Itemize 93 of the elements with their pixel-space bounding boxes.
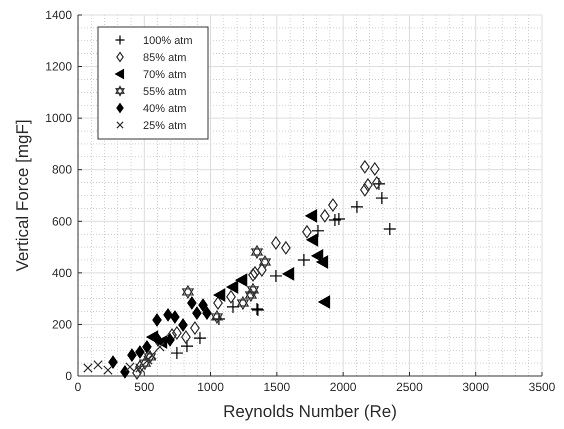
point	[271, 236, 281, 250]
legend-label: 85% atm	[143, 52, 186, 64]
point	[282, 267, 294, 280]
point	[180, 339, 194, 353]
y-axis-title: Vertical Force [mgF]	[13, 119, 32, 272]
y-tick-label: 1000	[45, 111, 72, 126]
point	[248, 268, 258, 282]
x-tick-label: 500	[134, 380, 155, 394]
point	[163, 308, 173, 322]
y-tick-label: 200	[52, 317, 72, 332]
y-tick-label: 1200	[45, 60, 72, 74]
point	[332, 212, 346, 226]
point	[350, 200, 364, 214]
point	[181, 330, 191, 344]
point	[83, 363, 93, 373]
point	[153, 333, 163, 346]
point	[320, 209, 330, 222]
point	[306, 233, 318, 246]
point	[193, 331, 207, 345]
x-axis-title: Reynolds Number (Re)	[223, 402, 397, 421]
point	[297, 253, 310, 267]
point	[328, 198, 338, 212]
point	[165, 333, 175, 346]
x-tick-label: 2500	[396, 380, 424, 394]
point	[375, 191, 388, 205]
point	[139, 356, 151, 370]
point	[135, 346, 145, 359]
legend-label: 70% atm	[143, 69, 186, 81]
point	[372, 177, 386, 190]
point	[182, 285, 194, 299]
point	[132, 366, 142, 380]
point	[226, 290, 236, 304]
point	[108, 356, 118, 369]
point	[281, 241, 291, 254]
point	[251, 245, 263, 259]
point	[178, 318, 188, 332]
point	[269, 269, 283, 283]
point	[360, 183, 370, 196]
x-tick-label: 1000	[197, 380, 224, 394]
point	[370, 162, 380, 176]
x-tick-label: 2000	[330, 380, 357, 394]
point	[152, 314, 162, 327]
point	[363, 178, 373, 192]
legend-label: 40% atm	[143, 103, 186, 115]
point	[247, 283, 259, 296]
point	[187, 296, 197, 310]
point	[328, 213, 342, 227]
point	[192, 306, 202, 320]
point	[213, 288, 226, 302]
x-tick-label: 3000	[462, 380, 490, 394]
point	[257, 263, 267, 277]
point	[318, 295, 330, 308]
y-tick-label: 1400	[45, 8, 72, 22]
legend-label: 25% atm	[143, 120, 186, 132]
x-tick-label: 1500	[264, 380, 291, 394]
point	[190, 321, 200, 335]
point	[155, 342, 165, 352]
point	[311, 224, 325, 238]
point	[316, 256, 328, 269]
point	[198, 298, 208, 312]
point	[120, 365, 130, 378]
point	[172, 326, 182, 340]
y-tick-label: 800	[52, 162, 72, 177]
point	[305, 209, 318, 222]
point	[211, 310, 223, 324]
point	[235, 274, 248, 287]
point	[372, 176, 382, 190]
point	[360, 160, 370, 174]
y-tick-label: 600	[52, 214, 72, 228]
point	[142, 340, 152, 354]
point	[212, 312, 226, 326]
point	[127, 348, 137, 362]
point	[213, 296, 223, 310]
point	[144, 350, 156, 364]
point	[245, 288, 257, 302]
point	[237, 296, 249, 310]
point	[170, 310, 180, 324]
point	[103, 365, 113, 375]
point	[226, 280, 238, 294]
x-tick-label: 3500	[528, 380, 556, 394]
y-tick-label: 0	[65, 369, 72, 383]
point	[302, 225, 312, 238]
x-tick-label: 0	[74, 380, 82, 394]
legend-label: 55% atm	[143, 86, 186, 98]
y-tick-label: 400	[52, 266, 72, 280]
point	[93, 360, 103, 370]
point	[383, 222, 396, 236]
point	[170, 346, 184, 360]
point	[202, 306, 212, 320]
legend-label: 100% atm	[143, 35, 193, 47]
point	[226, 300, 240, 314]
point	[250, 266, 260, 280]
point	[259, 255, 271, 269]
